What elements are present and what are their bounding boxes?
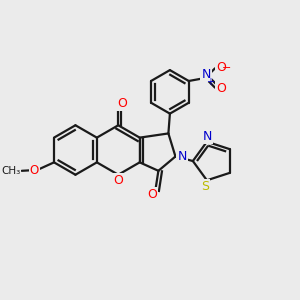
Text: O: O	[117, 97, 127, 110]
Text: O: O	[113, 174, 123, 187]
Text: −: −	[222, 63, 231, 73]
Text: O: O	[216, 61, 226, 74]
Text: CH₃: CH₃	[1, 166, 20, 176]
Text: S: S	[201, 180, 209, 193]
Text: O: O	[216, 82, 226, 95]
Text: +: +	[206, 76, 214, 87]
Text: N: N	[203, 130, 212, 143]
Text: O: O	[30, 164, 39, 177]
Text: N: N	[201, 68, 211, 82]
Text: N: N	[177, 150, 187, 163]
Text: O: O	[147, 188, 157, 201]
